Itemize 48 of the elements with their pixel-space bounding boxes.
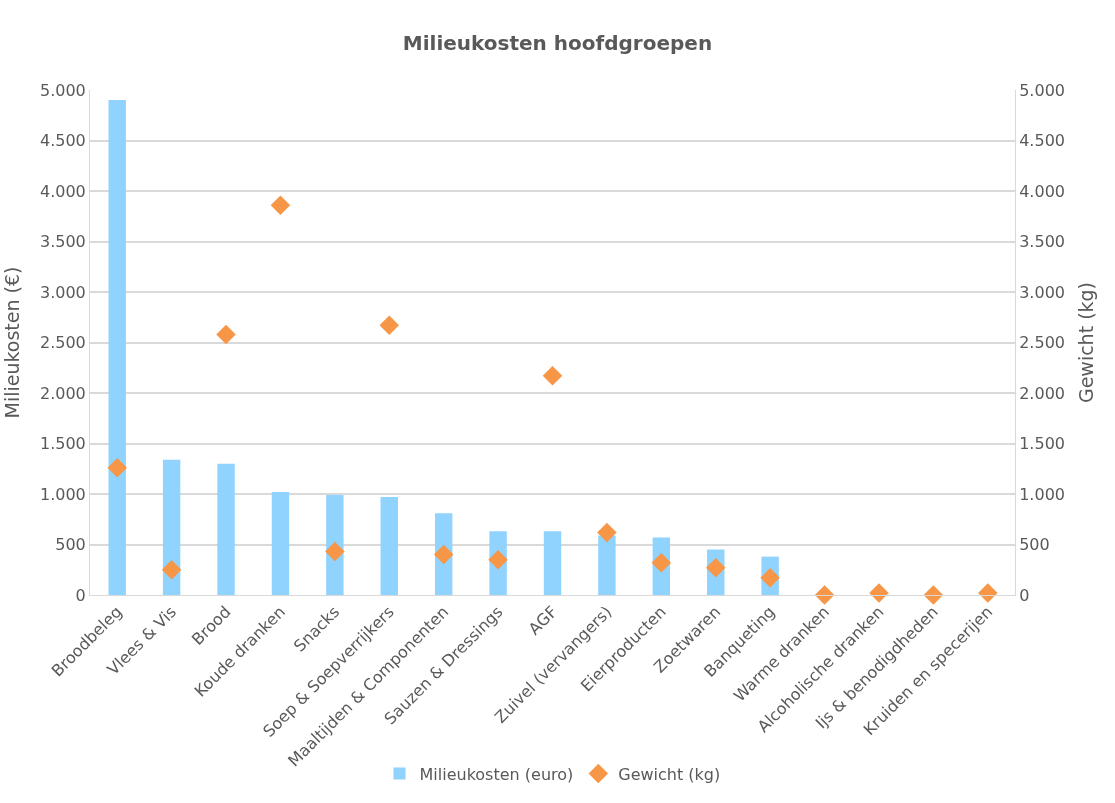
y-tick-label: 1.000: [39, 484, 86, 504]
y-tick-label: 0: [75, 585, 86, 605]
bar: [543, 531, 562, 595]
point: [433, 544, 454, 565]
point: [542, 366, 563, 386]
y-tick-label: 4.500: [39, 131, 86, 151]
y-tick-label: 2.000: [39, 383, 86, 403]
bar: [271, 491, 290, 595]
y-tick-label: 3.500: [39, 232, 86, 252]
point: [161, 560, 182, 580]
y2-tick-label: 2.000: [1019, 383, 1066, 403]
y2-tick-label: 0: [1019, 585, 1030, 605]
y2-tick-label: 3.500: [1019, 232, 1066, 252]
point: [814, 585, 835, 605]
y-tick-label: 5.000: [39, 80, 86, 100]
y-tick-label: 2.500: [39, 333, 86, 353]
y2-tick-label: 2.500: [1019, 333, 1066, 353]
chart-title: Milieukosten hoofdgroepen: [402, 31, 713, 56]
y2-tick-label: 4.500: [1019, 131, 1066, 151]
point: [760, 568, 780, 588]
bar: [217, 463, 235, 595]
y2-tick-label: 5.000: [1019, 80, 1066, 100]
bar: [380, 497, 398, 595]
y2-tick-label: 3.000: [1019, 282, 1066, 302]
point: [923, 585, 944, 605]
y2-tick-label: 500: [1019, 535, 1050, 555]
y2-tick-label: 1.500: [1019, 434, 1066, 454]
y-tick-label: 3.000: [39, 282, 86, 302]
point: [597, 522, 617, 543]
point: [107, 457, 127, 478]
point: [270, 195, 291, 215]
point: [488, 549, 508, 570]
y2-tick-label: 4.000: [1019, 181, 1066, 201]
y-axis-title: Milieukosten (€): [0, 266, 23, 419]
y-tick-label: 4.000: [39, 181, 86, 201]
y-tick-label: 500: [55, 535, 86, 555]
point: [705, 557, 726, 578]
y2-tick-label: 1.000: [1019, 484, 1066, 504]
point: [651, 552, 672, 573]
bar: [108, 100, 126, 595]
legend-label: Gewicht (kg): [618, 764, 721, 784]
y2-axis-title: Gewicht (kg): [1074, 281, 1097, 404]
bar: [598, 535, 616, 595]
legend-label: Milieukosten (euro): [419, 764, 574, 784]
point: [379, 315, 400, 336]
point: [325, 541, 345, 562]
point: [216, 324, 236, 345]
y-tick-label: 1.500: [39, 434, 86, 454]
